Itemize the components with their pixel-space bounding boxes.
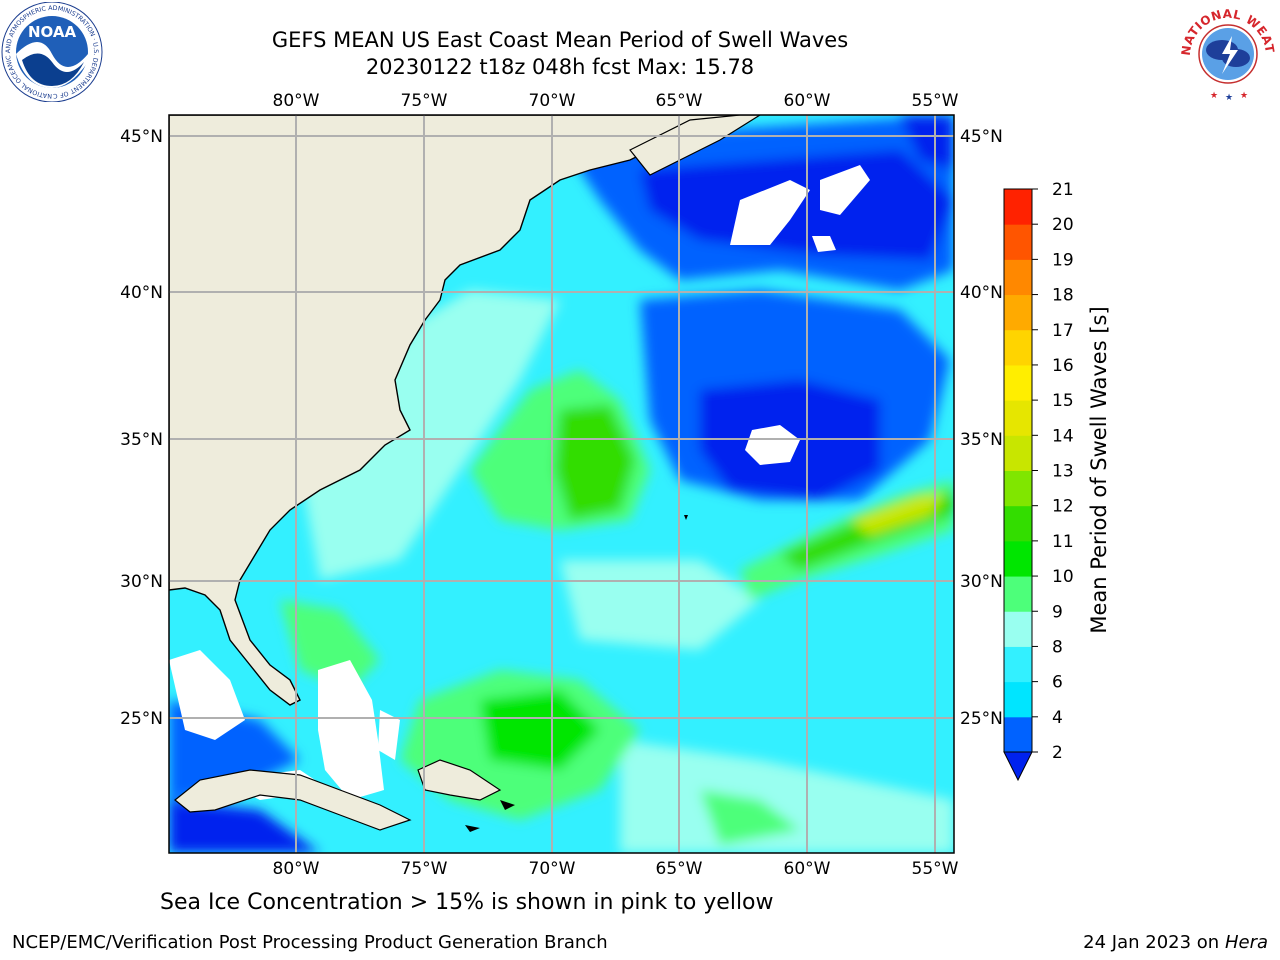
colorbar-tick-label: 17	[1052, 321, 1074, 341]
colorbar-segment	[1004, 189, 1032, 225]
credit-machine: Hera	[1224, 932, 1268, 953]
lat-label-left: 25°N	[120, 709, 163, 729]
map-frame	[168, 114, 955, 854]
lat-label-left: 35°N	[120, 430, 163, 450]
sea-ice-note: Sea Ice Concentration > 15% is shown in …	[160, 890, 774, 915]
lat-label-right: 40°N	[960, 283, 1003, 303]
colorbar-segment	[1004, 364, 1032, 401]
lon-label-top: 70°W	[529, 91, 576, 111]
svg-text:★: ★	[1210, 91, 1218, 101]
nws-logo: NATIONAL WEATHER SERVICE ★ ★ ★	[1176, 0, 1277, 103]
lon-label-top: 65°W	[656, 91, 703, 111]
gridlines	[169, 115, 954, 853]
colorbar-segment	[1004, 435, 1032, 471]
credit-right: 24 Jan 2023 on Hera	[1083, 932, 1268, 953]
colorbar-tick-label: 21	[1052, 180, 1074, 200]
credit-left: NCEP/EMC/Verification Post Processing Pr…	[12, 932, 608, 953]
land-us-east-coast	[169, 115, 761, 706]
colorbar-tick-label: 13	[1052, 462, 1074, 482]
svg-text:★: ★	[1240, 91, 1248, 101]
lon-label-bottom: 80°W	[273, 859, 320, 879]
lat-label-left: 30°N	[120, 572, 163, 592]
lon-label-bottom: 60°W	[784, 859, 831, 879]
noaa-logo: NATIONAL OCEANIC AND ATMOSPHERIC ADMINIS…	[0, 2, 103, 102]
lon-label-bottom: 55°W	[912, 859, 959, 879]
lat-label-left: 40°N	[120, 283, 163, 303]
colorbar-tick-label: 4	[1052, 708, 1063, 728]
colorbar-segment	[1004, 400, 1032, 436]
land-nova-scotia	[629, 115, 762, 176]
colorbar-segment	[1004, 540, 1032, 577]
colorbar-tick-label: 15	[1052, 391, 1074, 411]
credit-date: 24 Jan 2023 on	[1083, 932, 1225, 953]
colorbar-tick-label: 19	[1052, 250, 1074, 270]
colorbar-tick-label: 9	[1052, 602, 1063, 622]
lon-label-top: 75°W	[401, 91, 448, 111]
colorbar-tick-label: 16	[1052, 356, 1074, 376]
lon-label-top: 80°W	[273, 91, 320, 111]
lon-label-bottom: 70°W	[529, 859, 576, 879]
colorbar-label: Mean Period of Swell Waves [s]	[1087, 306, 1111, 633]
colorbar-segment	[1004, 224, 1032, 260]
colorbar-tick-label: 14	[1052, 426, 1074, 446]
colorbar-tick-label: 12	[1052, 497, 1074, 517]
chart-subtitle: 20230122 t18z 048h fcst Max: 15.78	[365, 55, 755, 79]
colorbar-tick-label: 6	[1052, 673, 1063, 693]
colorbar-tick-label: 2	[1052, 743, 1063, 763]
lon-label-bottom: 75°W	[401, 859, 448, 879]
lat-label-right: 35°N	[960, 430, 1003, 450]
colorbar-under-triangle	[1003, 751, 1033, 782]
lat-label-left: 45°N	[120, 127, 163, 147]
lon-label-top: 55°W	[912, 91, 959, 111]
colorbar-segment	[1004, 294, 1032, 331]
lon-label-top: 60°W	[784, 91, 831, 111]
chart-title: GEFS MEAN US East Coast Mean Period of S…	[271, 28, 849, 52]
colorbar-tick-label: 18	[1052, 286, 1074, 306]
colorbar-tick-label: 20	[1052, 215, 1074, 235]
svg-text:★: ★	[1225, 93, 1233, 103]
colorbar-segment	[1004, 716, 1032, 753]
lon-label-bottom: 65°W	[656, 859, 703, 879]
colorbar-segment	[1004, 259, 1032, 296]
colorbar-segment	[1004, 646, 1032, 683]
colorbar-segment	[1004, 470, 1032, 507]
colorbar: 2 4 6 8 9 10 11 12 13 14 15 16 17 18 19 20 21 Mean Perio…	[1003, 180, 1111, 782]
colorbar-segment	[1004, 329, 1032, 366]
colorbar-tick-label: 11	[1052, 532, 1074, 552]
land-cuba	[174, 769, 412, 831]
lat-label-right: 25°N	[960, 709, 1003, 729]
colorbar-segment	[1004, 505, 1032, 542]
colorbar-segment	[1004, 611, 1032, 647]
lat-label-right: 30°N	[960, 572, 1003, 592]
colorbar-tick-label: 10	[1052, 567, 1074, 587]
colorbar-segment	[1004, 681, 1032, 718]
noaa-logo-text: NOAA	[28, 23, 77, 41]
colorbar-segment	[1004, 576, 1032, 612]
colorbar-tick-label: 8	[1052, 637, 1063, 657]
land-hispaniola	[417, 759, 502, 801]
lat-label-right: 45°N	[960, 127, 1003, 147]
